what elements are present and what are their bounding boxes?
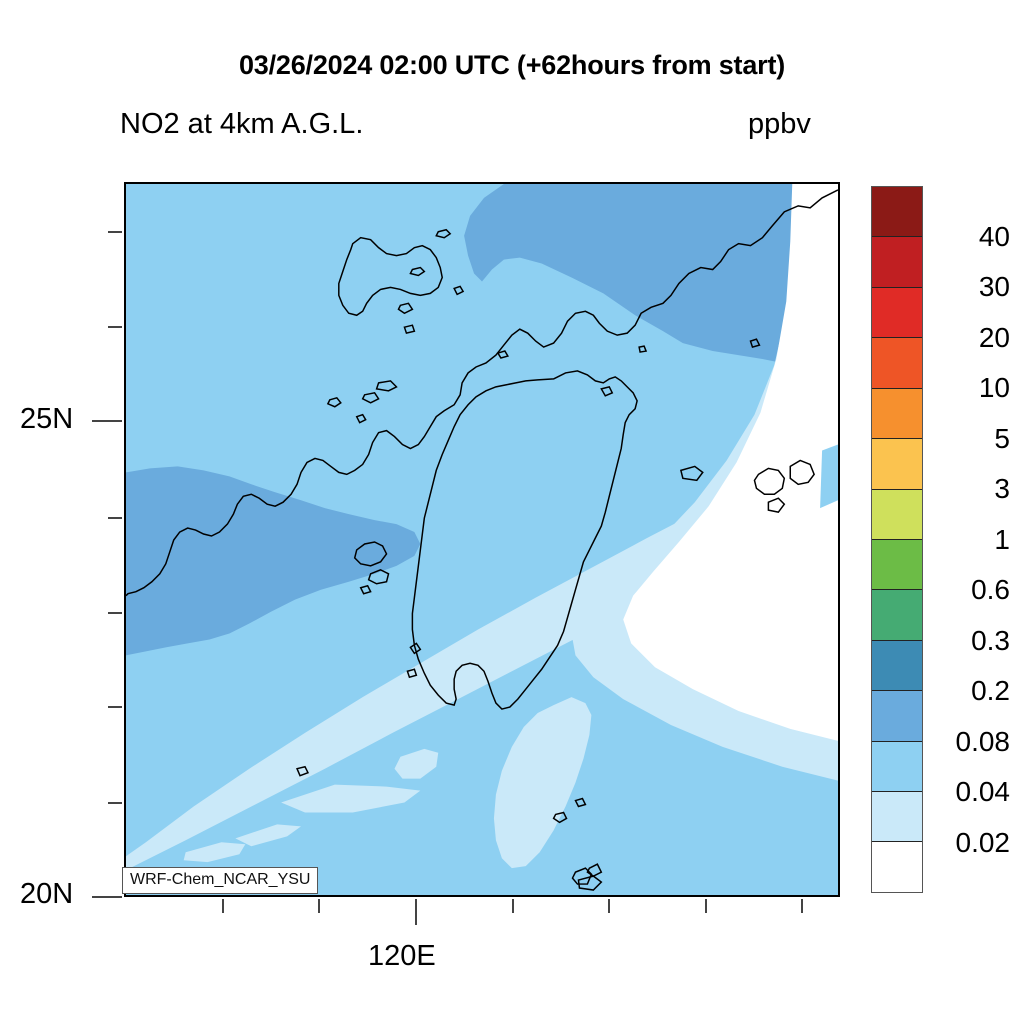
field-title: NO2 at 4km A.G.L.	[120, 108, 364, 140]
contour-patch-0p02-0p04-c	[281, 784, 421, 813]
coastline-southern-islet-1	[574, 797, 587, 808]
colorbar-tick-0.3: 0.3	[971, 624, 1010, 656]
y-axis-label-20N: 20N	[20, 878, 74, 910]
contour-patch-0p02-0p04-a	[183, 842, 246, 863]
coastline-okinawa	[753, 467, 786, 496]
colorbar-tick-0.04: 0.04	[955, 776, 1011, 807]
x-axis-label-120E: 120E	[368, 940, 436, 972]
x-tick	[512, 899, 514, 913]
model-watermark: WRF-Chem_NCAR_YSU	[122, 867, 319, 894]
coastline-ryukyu-islet-3	[496, 350, 509, 359]
coastline-islet-8	[453, 285, 465, 296]
colorbar-band-3	[872, 338, 922, 389]
colorbar-tick-20: 20	[978, 321, 1010, 353]
coastline-taiwan-detail-2	[406, 668, 418, 679]
colorbar-band-10	[872, 691, 922, 742]
coastline-islet-1	[435, 228, 452, 239]
x-tick	[705, 899, 707, 913]
coastline-ryukyu-c	[679, 465, 704, 482]
coastline-islet-6	[375, 380, 398, 392]
y-tick	[108, 231, 122, 233]
contour-band-0p04-0p08-right-edge	[820, 444, 838, 509]
coastline-penghu-b	[367, 569, 390, 585]
colorbar-band-11	[872, 741, 922, 793]
colorbar-band-5	[872, 439, 922, 490]
colorbar-band-2	[872, 287, 922, 339]
coastline-green-island	[552, 811, 568, 824]
colorbar-tick-30: 30	[978, 271, 1010, 302]
contour-band-0p08-0p2-northeast	[464, 184, 838, 378]
colorbar-band-4	[872, 388, 922, 440]
colorbar-tick-0.02: 0.02	[955, 826, 1011, 858]
colorbar-band-7	[872, 539, 922, 591]
y-tick-major-25N	[92, 420, 122, 422]
colorbar-tick-0.6: 0.6	[971, 574, 1010, 605]
colorbar-band-0	[872, 187, 922, 238]
y-tick	[108, 612, 122, 614]
colorbar-band-9	[872, 640, 922, 692]
contour-patch-0p02-0p04-b	[235, 824, 302, 847]
y-tick	[108, 802, 122, 804]
colorbar-tick-0.08: 0.08	[955, 725, 1011, 757]
coastline-islet-4	[403, 324, 416, 335]
map-plot-area	[124, 182, 840, 897]
colorbar-band-1	[872, 237, 922, 288]
colorbar-band-8	[872, 590, 922, 641]
coastline-ryukyu-islet-2	[638, 345, 648, 353]
coastline-ryukyu-islet-1	[749, 338, 761, 348]
coastline-southern-islet-4	[296, 765, 310, 777]
colorbar-tick-0.2: 0.2	[971, 675, 1010, 706]
coastline-islet-3	[397, 302, 414, 315]
y-tick	[108, 706, 122, 708]
coastline-penghu-c	[359, 584, 372, 595]
coastline-ryukyu-a	[789, 459, 815, 486]
colorbar-tick-1: 1	[994, 523, 1010, 555]
contour-map	[126, 184, 838, 895]
coastline-islet-9	[355, 413, 367, 424]
y-axis-label-25N: 25N	[20, 403, 74, 435]
colorbar-tick-3: 3	[994, 473, 1010, 504]
x-tick	[801, 899, 803, 913]
coastline-taiwan-islet-n	[600, 385, 614, 397]
page-title: 03/26/2024 02:00 UTC (+62hours from star…	[238, 50, 786, 80]
colorbar-band-13	[872, 842, 922, 892]
x-tick	[318, 899, 320, 913]
coastline-islet-5	[361, 391, 380, 404]
y-tick	[108, 326, 122, 328]
colorbar-band-6	[872, 489, 922, 540]
coastline-taiwan-detail	[409, 642, 422, 655]
coastline-southern-islet-2	[586, 863, 603, 877]
colorbar-tick-40: 40	[978, 220, 1010, 252]
coastline-ryukyu-b	[767, 497, 786, 513]
contour-band-0p02-0p04-taiwan	[493, 697, 592, 869]
coastline-taiwan	[411, 370, 638, 710]
x-tick	[222, 899, 224, 913]
coastline-lanyu	[571, 867, 593, 885]
coastline-penghu	[353, 541, 388, 567]
colorbar-tick-5: 5	[994, 422, 1010, 454]
coastline-islet-2	[409, 266, 426, 277]
x-tick-major-120E	[415, 899, 417, 925]
contour-patch-0p02-0p04-penghu	[394, 748, 439, 779]
coastline-mainland-china	[126, 189, 838, 597]
coastline-fujian-detail	[338, 236, 443, 317]
colorbar-labels: 40 30 20 10 5 3 1 0.6 0.3 0.2 0.08 0.04 0.02	[928, 186, 1024, 893]
y-tick-major-20N	[92, 896, 122, 898]
units-label: ppbv	[748, 108, 811, 140]
coastline-islet-7	[326, 396, 342, 408]
colorbar	[871, 186, 923, 893]
x-tick	[608, 899, 610, 913]
contour-band-0p08-0p2-west	[126, 466, 421, 656]
coastline-group	[126, 189, 838, 891]
colorbar-band-12	[872, 792, 922, 843]
colorbar-tick-10: 10	[978, 372, 1010, 403]
contour-band-lt-0p02-core	[623, 184, 838, 741]
coastline-southern-islet-3	[577, 875, 603, 891]
y-tick	[108, 517, 122, 519]
